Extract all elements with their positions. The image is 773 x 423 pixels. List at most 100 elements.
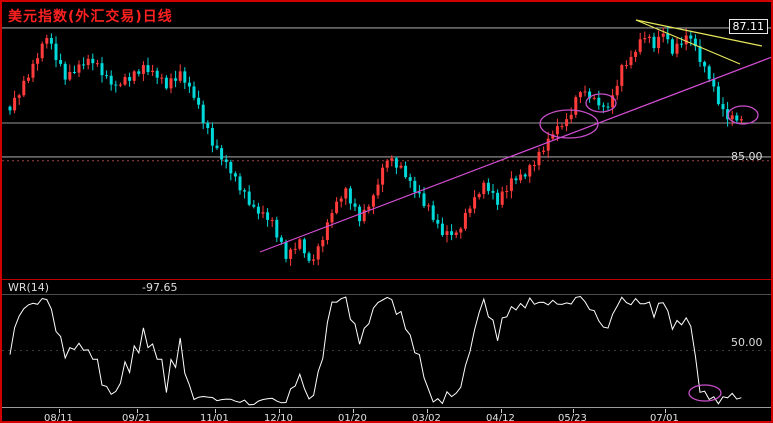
candle-body (367, 206, 371, 210)
candle-body (128, 77, 132, 81)
x-axis-label: 01/20 (338, 413, 367, 423)
candle-body (565, 119, 569, 127)
candle-body (151, 70, 155, 73)
candle-body (256, 206, 260, 214)
candle-body (376, 184, 380, 196)
candle-body (284, 241, 288, 259)
candle-body (629, 56, 633, 66)
candle-body (703, 61, 707, 67)
candle-body (606, 106, 610, 108)
candle-body (72, 72, 76, 74)
candle-body (597, 97, 601, 106)
candle-body (735, 115, 739, 121)
candle-body (45, 38, 49, 44)
x-axis-tick (665, 409, 666, 413)
candle-body (468, 208, 472, 213)
candle-body (684, 35, 688, 45)
candle-body (496, 192, 500, 205)
candle-body (680, 43, 684, 45)
candle-body (169, 78, 173, 89)
candle-body (174, 78, 178, 81)
candle-body (238, 176, 242, 191)
candle-body (141, 65, 145, 74)
candle-body (698, 46, 702, 62)
candle-body (243, 190, 247, 192)
candle-body (634, 51, 638, 57)
candle-body (298, 239, 302, 249)
candle-body (289, 249, 293, 259)
candle-body (77, 64, 81, 73)
candle-body (583, 91, 587, 93)
indicator-chart-canvas[interactable] (2, 293, 773, 409)
candle-body (624, 65, 628, 67)
trendline-annotation (259, 56, 771, 253)
chart-title: 美元指数(外汇交易)日线 (8, 9, 173, 25)
candle-body (330, 212, 334, 223)
ellipse-annotation (539, 109, 599, 139)
candle-body (178, 71, 182, 81)
candle-body (491, 190, 495, 193)
candle-body (100, 63, 104, 76)
candle-body (482, 182, 486, 195)
candle-body (86, 58, 90, 66)
candle-body (413, 180, 417, 193)
candle-body (68, 72, 72, 80)
candle-body (592, 97, 596, 99)
price-chart-canvas[interactable] (2, 2, 773, 279)
candle-body (279, 237, 283, 242)
candle-body (422, 193, 426, 207)
candle-body (307, 253, 311, 261)
x-axis-label: 03/02 (412, 413, 441, 423)
x-axis-label: 12/10 (264, 413, 293, 423)
x-axis-label: 08/11 (44, 413, 73, 423)
candle-body (661, 33, 665, 37)
indicator-name[interactable]: WR(14) (8, 281, 50, 294)
candle-body (615, 85, 619, 96)
candle-body (601, 105, 605, 107)
ellipse-annotation (585, 93, 617, 113)
candle-body (261, 212, 265, 214)
candle-body (693, 38, 697, 47)
candle-body (312, 259, 316, 261)
candle-body (404, 165, 408, 178)
x-axis-label: 04/12 (486, 413, 515, 423)
x-axis-tick (573, 409, 574, 413)
candle-body (91, 58, 95, 64)
candle-body (707, 66, 711, 79)
candle-body (500, 191, 504, 205)
candle-body (578, 92, 582, 98)
candle-body (155, 70, 159, 78)
candle-body (339, 198, 343, 202)
price-high-label: 87.11 (728, 19, 768, 34)
candle-body (164, 77, 168, 89)
candle-body (206, 122, 210, 129)
x-axis-tick (501, 409, 502, 413)
candle-body (270, 219, 274, 221)
ellipse-annotation (688, 384, 722, 402)
candle-body (560, 126, 564, 128)
candle-body (574, 97, 578, 115)
candle-body (59, 60, 63, 64)
candle-body (505, 190, 509, 192)
candle-body (716, 86, 720, 105)
candle-body (408, 177, 412, 181)
x-axis: 08/11 09/21 11/01 12/10 01/20 03/02 04/12 05/23… (2, 409, 771, 423)
candle-body (666, 33, 670, 40)
candle-body (371, 195, 375, 207)
candle-body (201, 104, 205, 123)
candle-body (514, 178, 518, 181)
wr-line (9, 295, 742, 406)
candle-body (431, 205, 435, 220)
x-axis-tick (353, 409, 354, 413)
candle-body (528, 165, 532, 177)
candle-body (454, 232, 458, 235)
candle-body (532, 165, 536, 167)
candlesticks[interactable] (8, 26, 743, 266)
candle-body (82, 64, 86, 66)
candle-body (192, 86, 196, 98)
candle-body (390, 158, 394, 161)
candle-body (569, 114, 573, 120)
candle-body (266, 212, 270, 220)
candle-body (463, 212, 467, 229)
